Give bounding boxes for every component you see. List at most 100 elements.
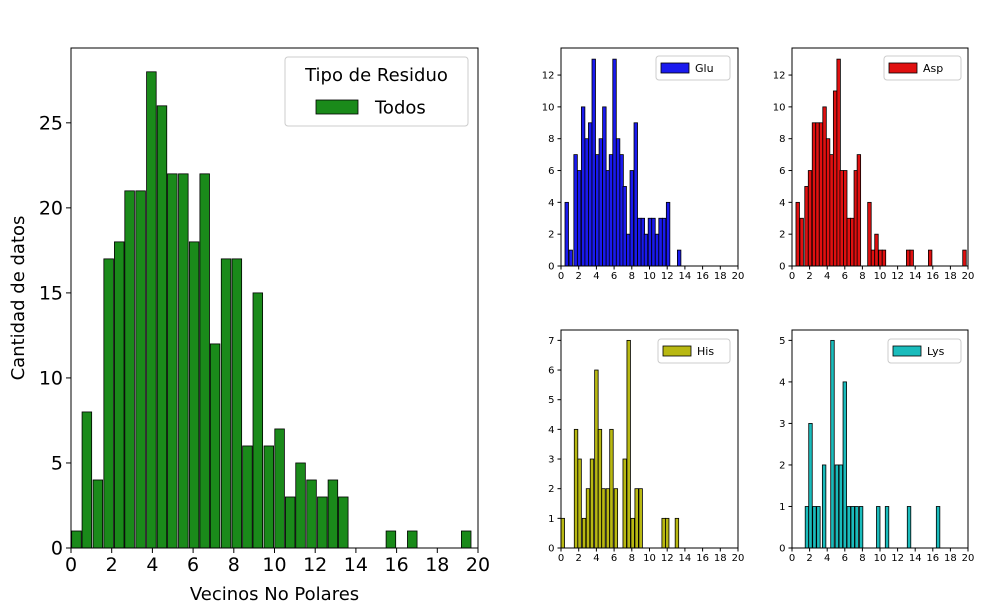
x-tick-label: 18 [714,553,727,564]
histogram-bar [295,462,306,549]
legend-swatch [662,345,692,357]
histogram-bar [602,106,607,267]
histogram-bar [338,496,349,549]
histogram-bar [804,506,810,549]
histogram-bar [834,464,840,549]
histogram-bar [661,217,667,267]
x-tick-label: 4 [146,554,158,576]
histogram-bar [585,488,591,549]
histogram-bar [874,233,879,267]
histogram-bar [284,496,296,549]
histogram-bar [626,233,631,267]
y-tick-label: 4 [779,377,785,388]
legend: Lys [887,338,962,364]
histogram-bar [573,154,578,267]
x-tick-label: 0 [558,271,564,282]
x-tick-label: 0 [789,553,795,564]
histogram-bar [327,479,339,549]
x-tick-label: 16 [926,553,939,564]
histogram-bar [638,488,643,549]
histogram-bar [460,530,472,549]
legend-label: Lys [927,345,945,358]
legend-label: Todos [374,97,426,118]
histogram-bar [613,488,619,549]
histogram-bar [231,258,243,549]
histogram-bar [615,138,621,267]
histogram-bar [630,517,635,549]
histogram-bar [274,428,285,549]
histogram-bar [795,201,800,267]
histogram-bar [850,217,855,267]
histogram-bar [881,249,887,267]
histogram-bar [928,249,933,267]
histogram-bar [808,423,813,549]
histogram-bar [209,343,221,549]
y-tick-label: 2 [548,484,554,495]
x-tick-label: 6 [611,271,617,282]
histogram-bar [594,369,599,549]
x-tick-label: 2 [106,554,118,576]
x-tick-label: 12 [303,554,327,576]
x-tick-label: 0 [65,554,77,576]
histogram-bar [811,122,817,267]
histogram-bar [822,106,827,267]
histogram-bar [629,170,634,267]
x-tick-label: 10 [643,271,656,282]
x-tick-label: 16 [385,554,409,576]
x-tick-label: 10 [874,553,887,564]
histogram-bar [906,506,912,549]
x-tick-label: 18 [425,554,449,576]
histogram-bar [821,464,827,549]
x-tick-label: 8 [228,554,240,576]
x-tick-label: 4 [824,271,830,282]
x-tick-label: 10 [874,271,887,282]
legend-swatch [315,99,359,115]
x-tick-label: 4 [593,553,599,564]
x-tick-label: 20 [732,553,745,564]
x-tick-label: 8 [629,271,635,282]
legend-box [657,338,731,364]
histogram-bar [962,249,967,267]
histogram-bar [804,186,809,267]
histogram-bar [622,186,627,267]
x-tick-label: 8 [859,553,865,564]
legend: Glu [655,55,731,81]
histogram-bar [580,106,586,267]
y-tick-label: 15 [39,283,63,305]
histogram-bar [825,138,831,267]
histogram-bar [573,428,579,549]
legend-label: Asp [923,62,943,75]
y-tick-label: 5 [51,453,63,475]
y-tick-label: 12 [773,71,786,82]
x-tick-label: 10 [262,554,286,576]
y-axis-label: Cantidad de datos [8,216,29,381]
histogram-bar [633,122,638,267]
histogram-bar [584,138,589,267]
histogram-bar [634,488,639,549]
y-tick-label: 6 [548,166,554,177]
y-tick-label: 20 [39,198,63,220]
x-tick-label: 18 [944,271,957,282]
chart-panel-main: 0 2 4 6 8 10 12 14 16 18 20 0 5 10 15 20 25 Vecinos No Po… [8,47,490,605]
histogram-bar [812,506,817,549]
x-tick-label: 20 [962,553,975,564]
x-tick-label: 14 [679,271,692,282]
x-tick-label: 2 [576,271,582,282]
x-tick-label: 2 [806,553,812,564]
histogram-bar [807,170,813,267]
histogram-bar [81,411,93,549]
histogram-bar [637,217,642,267]
x-tick-label: 0 [789,271,795,282]
x-tick-label: 6 [842,553,848,564]
y-tick-label: 3 [548,455,554,466]
histogram-bar [856,154,862,267]
histogram-bar [263,445,275,549]
histogram-bar [832,90,838,267]
histogram-bar [242,445,253,549]
y-tick-label: 4 [548,425,554,436]
histogram-bar [829,154,834,267]
legend-title: Tipo de Residuo [304,65,448,86]
y-tick-label: 2 [779,460,785,471]
